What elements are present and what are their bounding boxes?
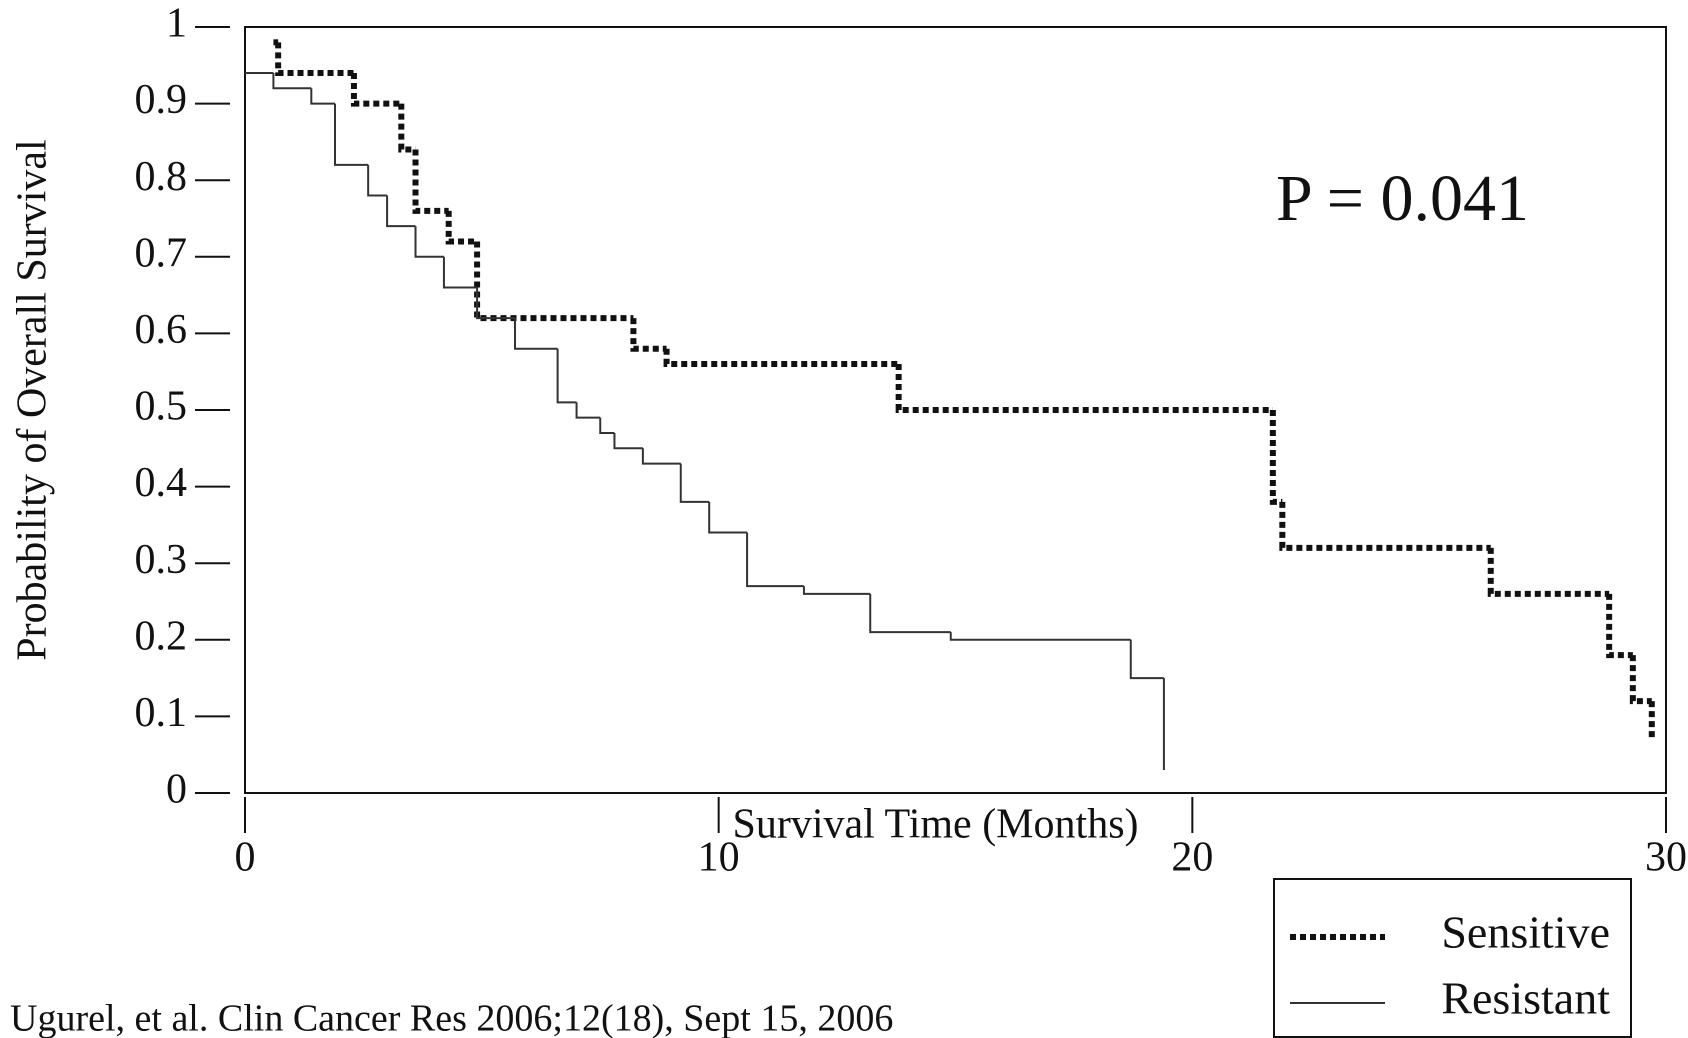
survival-step <box>556 348 577 404</box>
annotation: P = 0.041 <box>1276 162 1529 235</box>
survival-step <box>386 195 416 228</box>
y-tick-label: 0.3 <box>135 537 188 583</box>
survival-step <box>641 448 681 465</box>
survival-step <box>599 417 615 434</box>
survival-step <box>275 42 354 76</box>
survival-step <box>630 318 667 352</box>
x-tick-label: 30 <box>1645 835 1687 881</box>
y-tick-label: 0.2 <box>135 613 188 659</box>
survival-step <box>412 149 449 214</box>
y-axis-label: Probability of Overall Survival <box>10 139 56 660</box>
survival-step <box>350 72 402 107</box>
y-tick-label: 0.8 <box>135 154 188 200</box>
survival-step <box>442 256 478 289</box>
survival-step <box>949 632 1131 641</box>
legend-label: Sensitive <box>1441 907 1610 958</box>
survival-step <box>663 348 899 368</box>
survival-step <box>1279 501 1491 551</box>
survival-step <box>869 593 951 634</box>
y-tick-label: 0.6 <box>135 307 188 353</box>
x-tick-label: 20 <box>1171 835 1213 881</box>
survival-step <box>802 586 871 595</box>
survival-step <box>310 88 335 105</box>
y-tick-label: 0.4 <box>135 460 188 506</box>
survival-step <box>414 226 444 258</box>
survival-step <box>445 210 478 245</box>
y-tick-label: 0 <box>166 767 187 813</box>
survival-step <box>1487 547 1610 597</box>
y-tick-label: 1 <box>166 1 187 47</box>
legend-label: Resistant <box>1441 973 1610 1024</box>
survival-step <box>575 402 601 419</box>
survival-step <box>1269 410 1283 505</box>
survival-step <box>333 103 369 166</box>
survival-step <box>1629 655 1652 705</box>
survival-step <box>367 164 388 197</box>
survival-step <box>746 532 804 588</box>
survival-step <box>679 463 710 503</box>
x-axis-label: Survival Time (Months) <box>732 802 1138 848</box>
survival-step <box>476 287 515 320</box>
y-tick-label: 0.7 <box>135 230 188 276</box>
y-tick-label: 0.5 <box>135 384 188 430</box>
survival-step <box>1606 593 1633 659</box>
survival-step <box>474 241 634 322</box>
survival-step <box>513 318 558 350</box>
survival-step <box>708 501 748 534</box>
plot-frame <box>244 26 1667 794</box>
source: Ugurel, et al. Clin Cancer Res 2006;12(1… <box>10 998 893 1038</box>
y-tick-label: 0.1 <box>135 690 188 736</box>
legend-box <box>1273 878 1632 1038</box>
survival-step <box>1129 639 1164 680</box>
survival-step <box>272 72 312 90</box>
survival-step <box>895 364 1273 413</box>
survival-step <box>613 432 643 450</box>
x-tick-label: 0 <box>235 835 256 881</box>
x-tick-label: 10 <box>698 835 740 881</box>
survival-step <box>398 103 416 153</box>
y-tick-label: 0.9 <box>135 77 188 123</box>
